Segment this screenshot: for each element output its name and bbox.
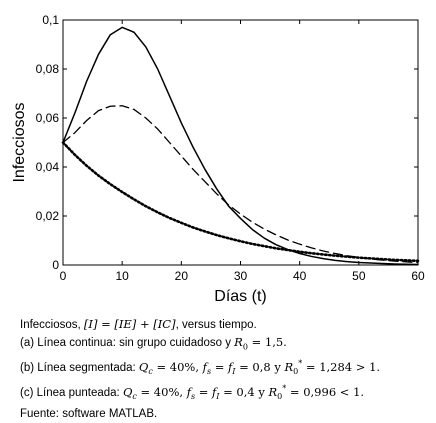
caption-text: (a) Línea continua: sin grupo cuidadoso … [20, 337, 235, 349]
plot-frame [62, 19, 419, 266]
caption-math: = 40%, [136, 385, 187, 400]
x-tick-label: 10 [115, 269, 129, 283]
caption-math-sub: 0 [277, 392, 283, 402]
caption-math: Q [138, 360, 149, 375]
x-axis-title: Días (t) [214, 288, 266, 305]
y-axis-title: Infecciosos [11, 102, 28, 182]
caption-math: = [211, 360, 228, 375]
chart-svg: 0 10 20 30 40 50 60 0 0,02 0,04 0,06 0,08 0,1 Días (t… [11, 13, 425, 305]
caption-math-sub: s [206, 367, 212, 377]
series-line-solid [62, 26, 419, 266]
caption-math-sub: s [190, 392, 196, 402]
caption-source: Fuente: software MATLAB. [20, 407, 158, 420]
caption-math: f [212, 385, 217, 400]
caption-text: Infecciosos, [20, 319, 84, 331]
caption-math-sub: I [232, 367, 236, 377]
caption-math: f [186, 385, 191, 400]
caption-math: = 0,996 < 1. [286, 385, 365, 400]
caption-math-sub: 0 [242, 342, 248, 352]
y-tick-label: 0 [52, 258, 59, 272]
caption-math: [I] = [IE] + [IC] [83, 317, 176, 331]
series-line-dashed [62, 105, 419, 264]
x-tick-label: 20 [175, 269, 189, 283]
caption-math: R [284, 360, 294, 375]
x-tick-label: 0 [60, 269, 67, 283]
y-tick-label: 0,1 [42, 13, 59, 27]
caption-math: = [195, 385, 213, 400]
caption-line-1: Infecciosos, [I] = [IE] + [IC], versus t… [20, 316, 434, 334]
caption-math-sup: * [298, 359, 303, 369]
caption-math-sub: c [132, 392, 137, 402]
caption-math-sub: c [148, 367, 153, 377]
y-tick-label: 0,08 [36, 62, 60, 76]
caption-math: = 1,5. [247, 335, 287, 349]
caption-math-sub: I [216, 392, 220, 402]
series-line-dotted [61, 141, 420, 263]
caption-math: = 0,8 y [235, 360, 285, 375]
caption-text: (b) Línea segmentada: [20, 362, 139, 375]
chart: 0 10 20 30 40 50 60 0 0,02 0,04 0,06 0,08 0,1 Días (t… [11, 13, 425, 305]
caption-math: R [234, 335, 243, 349]
x-tick-label: 40 [293, 269, 307, 283]
caption-math: R [268, 385, 278, 400]
x-tick-label: 60 [411, 269, 425, 283]
y-tick-label: 0,02 [36, 209, 60, 223]
y-tick-label: 0,06 [36, 111, 60, 125]
caption-math-sup: * [282, 384, 287, 394]
caption-math: = 1,284 > 1. [302, 360, 381, 375]
x-tick-label: 50 [352, 269, 366, 283]
figure-caption: Infecciosos, [I] = [IE] + [IC], versus t… [20, 316, 434, 423]
caption-math: Q [122, 385, 133, 400]
caption-line-4: (c) Línea punteada: Qc = 40%, fs = fI = … [20, 380, 434, 405]
caption-math: f [202, 360, 207, 375]
y-tick-label: 0,04 [36, 160, 60, 174]
caption-math: = 0,4 y [219, 385, 269, 400]
caption-math: f [228, 360, 233, 375]
caption-math-sub: 0 [293, 367, 299, 377]
x-tick-label: 30 [234, 269, 248, 283]
caption-line-2: (a) Línea continua: sin grupo cuidadoso … [20, 334, 434, 355]
caption-line-3: (b) Línea segmentada: Qc = 40%, fs = fI … [20, 355, 434, 380]
caption-text: , versus tiempo. [175, 319, 257, 331]
caption-math: = 40%, [152, 360, 203, 375]
caption-text: (c) Línea punteada: [20, 387, 123, 400]
